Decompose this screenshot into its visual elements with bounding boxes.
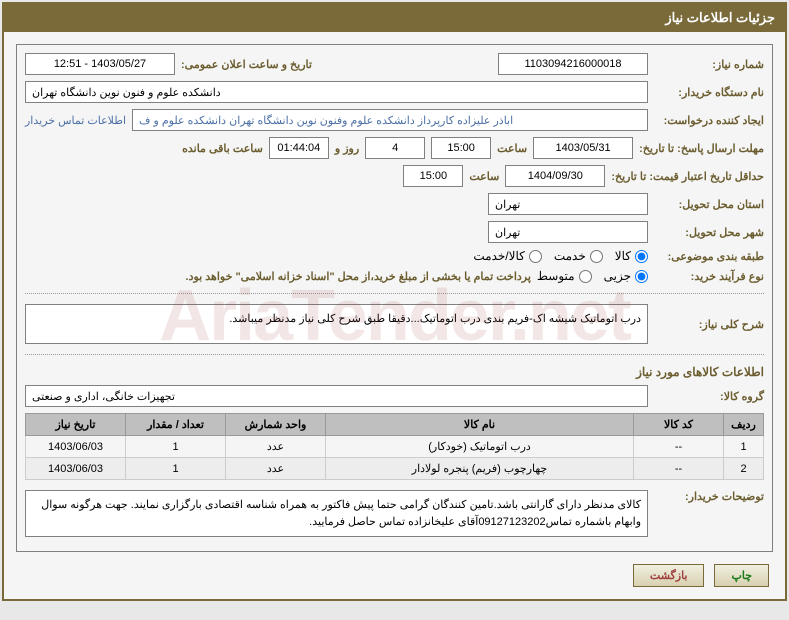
back-button[interactable]: بازگشت xyxy=(633,564,705,587)
purchase-medium-label: متوسط xyxy=(537,269,575,283)
th-code: کد کالا xyxy=(634,414,724,436)
category-label: طبقه بندی موضوعی: xyxy=(654,250,764,263)
category-radio-group: کالا خدمت کالا/خدمت xyxy=(473,249,648,263)
city-label: شهر محل تحویل: xyxy=(654,226,764,239)
th-qty: تعداد / مقدار xyxy=(126,414,226,436)
days-label: روز و xyxy=(335,142,359,155)
table-cell-date: 1403/06/03 xyxy=(26,458,126,480)
need-number-label: شماره نیاز: xyxy=(654,58,764,71)
table-row: 2--چهارچوب (فریم) پنجره لولادارعدد11403/… xyxy=(26,458,764,480)
buyer-contact-link[interactable]: اطلاعات تماس خریدار xyxy=(25,114,126,127)
province-field: تهران xyxy=(488,193,648,215)
purchase-note: پرداخت تمام یا بخشی از مبلغ خرید،از محل … xyxy=(186,270,531,283)
category-goods-label: کالا xyxy=(615,249,631,263)
hour-label-1: ساعت xyxy=(497,142,527,155)
announce-datetime-field: 1403/05/27 - 12:51 xyxy=(25,53,175,75)
deadline-date-field: 1403/05/31 xyxy=(533,137,633,159)
table-cell-row: 2 xyxy=(724,458,764,480)
divider-1 xyxy=(25,293,764,294)
table-cell-unit: عدد xyxy=(226,436,326,458)
table-cell-code: -- xyxy=(634,458,724,480)
table-cell-code: -- xyxy=(634,436,724,458)
description-box: درب اتوماتیک شیشه اک-فریم بندی درب اتوما… xyxy=(25,304,648,344)
th-date: تاریخ نیاز xyxy=(26,414,126,436)
time-remaining-field: 01:44:04 xyxy=(269,137,329,159)
buyer-notes-box: کالای مدنظر دارای گارانتی باشد.تامین کنن… xyxy=(25,490,648,537)
hour-label-2: ساعت xyxy=(469,170,499,183)
days-remaining-field: 4 xyxy=(365,137,425,159)
category-goods-radio[interactable] xyxy=(635,250,648,263)
page-header: جزئیات اطلاعات نیاز xyxy=(4,4,785,32)
goods-table: ردیف کد کالا نام کالا واحد شمارش تعداد /… xyxy=(25,413,764,480)
purchase-type-radio-group: جزیی متوسط xyxy=(537,269,648,283)
buyer-org-field: دانشکده علوم و فنون نوین دانشگاه تهران xyxy=(25,81,648,103)
group-label: گروه کالا: xyxy=(654,390,764,403)
table-row: 1--درب اتوماتیک (خودکار)عدد11403/06/03 xyxy=(26,436,764,458)
purchase-medium-radio[interactable] xyxy=(579,270,592,283)
table-cell-unit: عدد xyxy=(226,458,326,480)
validity-label: حداقل تاریخ اعتبار قیمت: تا تاریخ: xyxy=(611,170,764,183)
table-cell-name: چهارچوب (فریم) پنجره لولادار xyxy=(326,458,634,480)
buyer-org-label: نام دستگاه خریدار: xyxy=(654,86,764,99)
print-button[interactable]: چاپ xyxy=(714,564,769,587)
purchase-small-radio[interactable] xyxy=(635,270,648,283)
announce-datetime-label: تاریخ و ساعت اعلان عمومی: xyxy=(181,58,312,71)
th-row: ردیف xyxy=(724,414,764,436)
table-cell-row: 1 xyxy=(724,436,764,458)
table-cell-qty: 1 xyxy=(126,458,226,480)
province-label: استان محل تحویل: xyxy=(654,198,764,211)
th-unit: واحد شمارش xyxy=(226,414,326,436)
need-number-field: 1103094216000018 xyxy=(498,53,648,75)
table-cell-date: 1403/06/03 xyxy=(26,436,126,458)
header-title: جزئیات اطلاعات نیاز xyxy=(665,10,775,25)
deadline-label: مهلت ارسال پاسخ: تا تاریخ: xyxy=(639,142,764,155)
city-field: تهران xyxy=(488,221,648,243)
table-cell-qty: 1 xyxy=(126,436,226,458)
description-label: شرح کلی نیاز: xyxy=(654,318,764,331)
category-service-radio[interactable] xyxy=(590,250,603,263)
requester-label: ایجاد کننده درخواست: xyxy=(654,114,764,127)
remaining-label: ساعت باقی مانده xyxy=(182,142,263,155)
deadline-hour-field: 15:00 xyxy=(431,137,491,159)
purchase-type-label: نوع فرآیند خرید: xyxy=(654,270,764,283)
category-both-label: کالا/خدمت xyxy=(473,249,524,263)
group-field: تجهیزات خانگی، اداری و صنعتی xyxy=(25,385,648,407)
goods-info-title: اطلاعات کالاهای مورد نیاز xyxy=(25,365,764,379)
table-cell-name: درب اتوماتیک (خودکار) xyxy=(326,436,634,458)
validity-hour-field: 15:00 xyxy=(403,165,463,187)
purchase-small-label: جزیی xyxy=(604,269,631,283)
divider-2 xyxy=(25,354,764,355)
th-name: نام کالا xyxy=(326,414,634,436)
category-both-radio[interactable] xyxy=(529,250,542,263)
buyer-notes-label: توضیحات خریدار: xyxy=(654,490,764,503)
validity-date-field: 1404/09/30 xyxy=(505,165,605,187)
requester-field: اباذر علیزاده کارپرداز دانشکده علوم وفنو… xyxy=(132,109,648,131)
category-service-label: خدمت xyxy=(554,249,586,263)
